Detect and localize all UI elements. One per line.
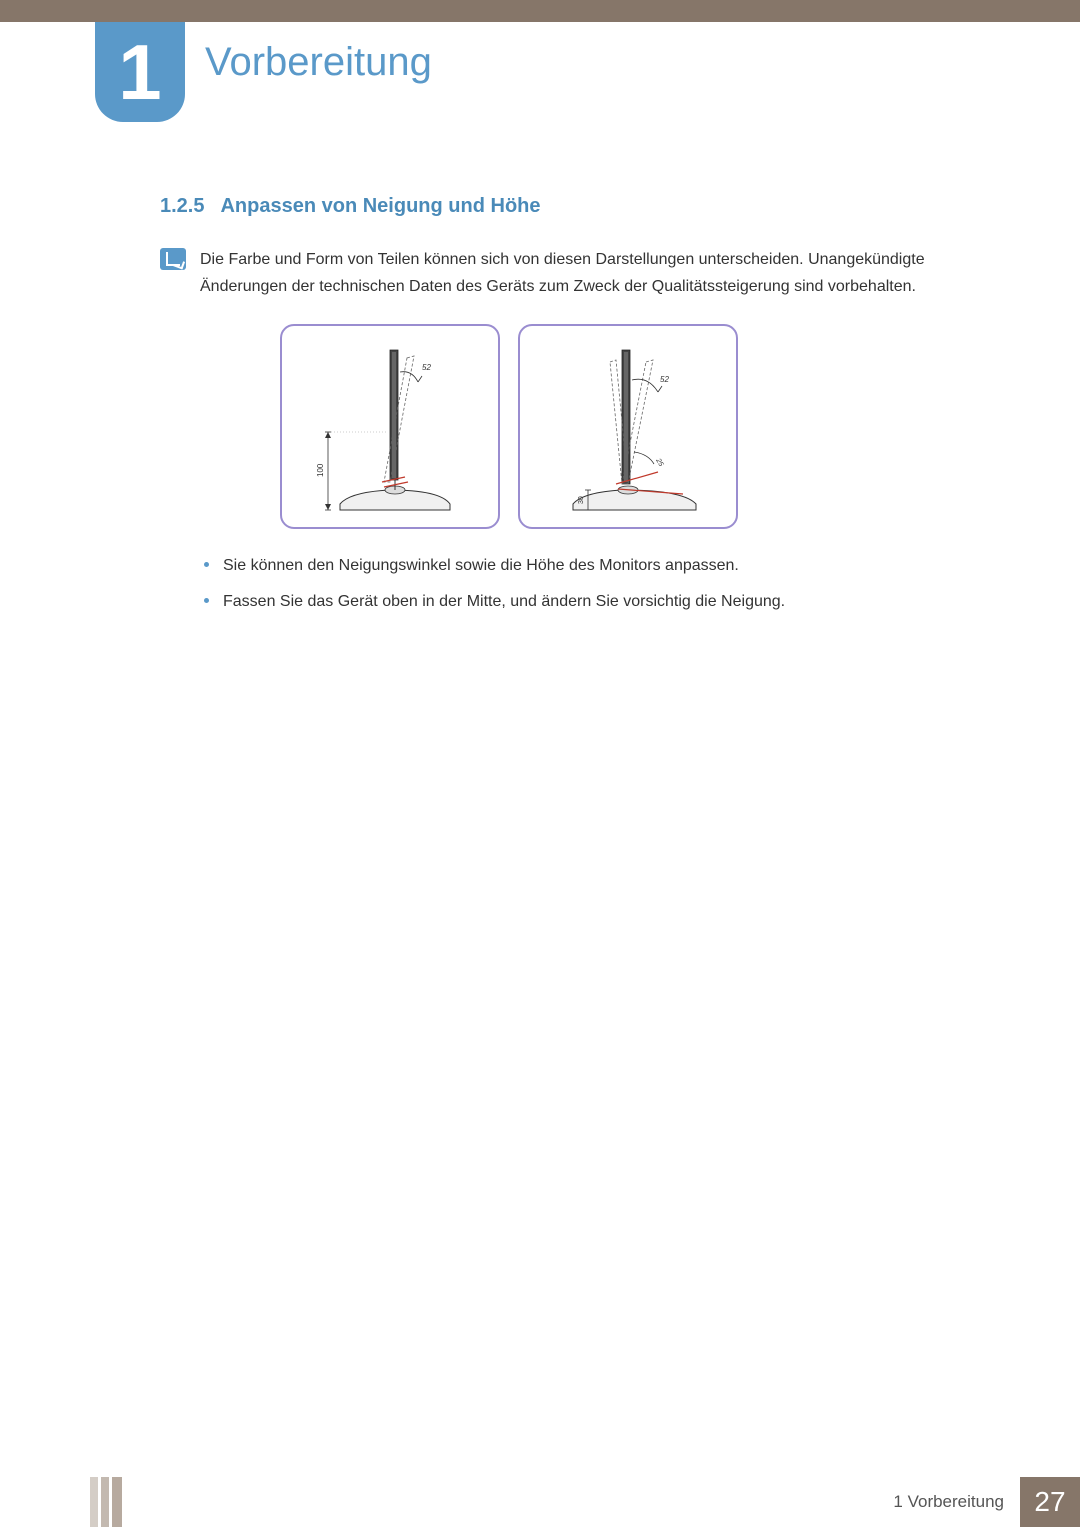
section-title: Anpassen von Neigung und Höhe bbox=[220, 195, 540, 217]
angle-label-top-right: 52 bbox=[660, 375, 669, 384]
chapter-number: 1 bbox=[118, 33, 161, 111]
bullet-icon bbox=[204, 562, 209, 567]
note-icon bbox=[160, 248, 186, 270]
diagram-tilt-range: 52 25 30 bbox=[518, 324, 738, 529]
page-content: 1.2.5 Anpassen von Neigung und Höhe Die F… bbox=[160, 195, 980, 625]
footer-stripe bbox=[101, 1477, 109, 1527]
note-text: Die Farbe und Form von Teilen können sic… bbox=[200, 246, 980, 300]
note-block: Die Farbe und Form von Teilen können sic… bbox=[160, 246, 980, 300]
page-number: 27 bbox=[1020, 1477, 1080, 1527]
top-accent-bar bbox=[0, 0, 1080, 22]
bullet-text: Sie können den Neigungswinkel sowie die … bbox=[223, 553, 739, 579]
footer-section-label: 1 Vorbereitung bbox=[125, 1477, 1020, 1527]
bullet-text: Fassen Sie das Gerät oben in der Mitte, … bbox=[223, 589, 785, 615]
footer-stripe bbox=[90, 1477, 98, 1527]
list-item: Fassen Sie das Gerät oben in der Mitte, … bbox=[204, 589, 980, 615]
bullet-icon bbox=[204, 598, 209, 603]
diagram-tilt-height: 52 100 bbox=[280, 324, 500, 529]
angle-label-bottom-right: 25 bbox=[654, 457, 665, 468]
chapter-badge: 1 bbox=[95, 22, 185, 122]
page-footer: 1 Vorbereitung 27 bbox=[90, 1477, 1080, 1527]
bullet-list: Sie können den Neigungswinkel sowie die … bbox=[204, 553, 980, 614]
section-number: 1.2.5 bbox=[160, 195, 204, 217]
section-heading: 1.2.5 Anpassen von Neigung und Höhe bbox=[160, 195, 980, 218]
base-height-label-right: 30 bbox=[578, 496, 585, 504]
footer-stripe bbox=[112, 1477, 122, 1527]
height-label-left: 100 bbox=[316, 463, 325, 477]
diagram-row: 52 100 bbox=[280, 324, 980, 529]
chapter-title: Vorbereitung bbox=[205, 40, 432, 85]
angle-label-left: 52 bbox=[422, 363, 431, 372]
list-item: Sie können den Neigungswinkel sowie die … bbox=[204, 553, 980, 579]
